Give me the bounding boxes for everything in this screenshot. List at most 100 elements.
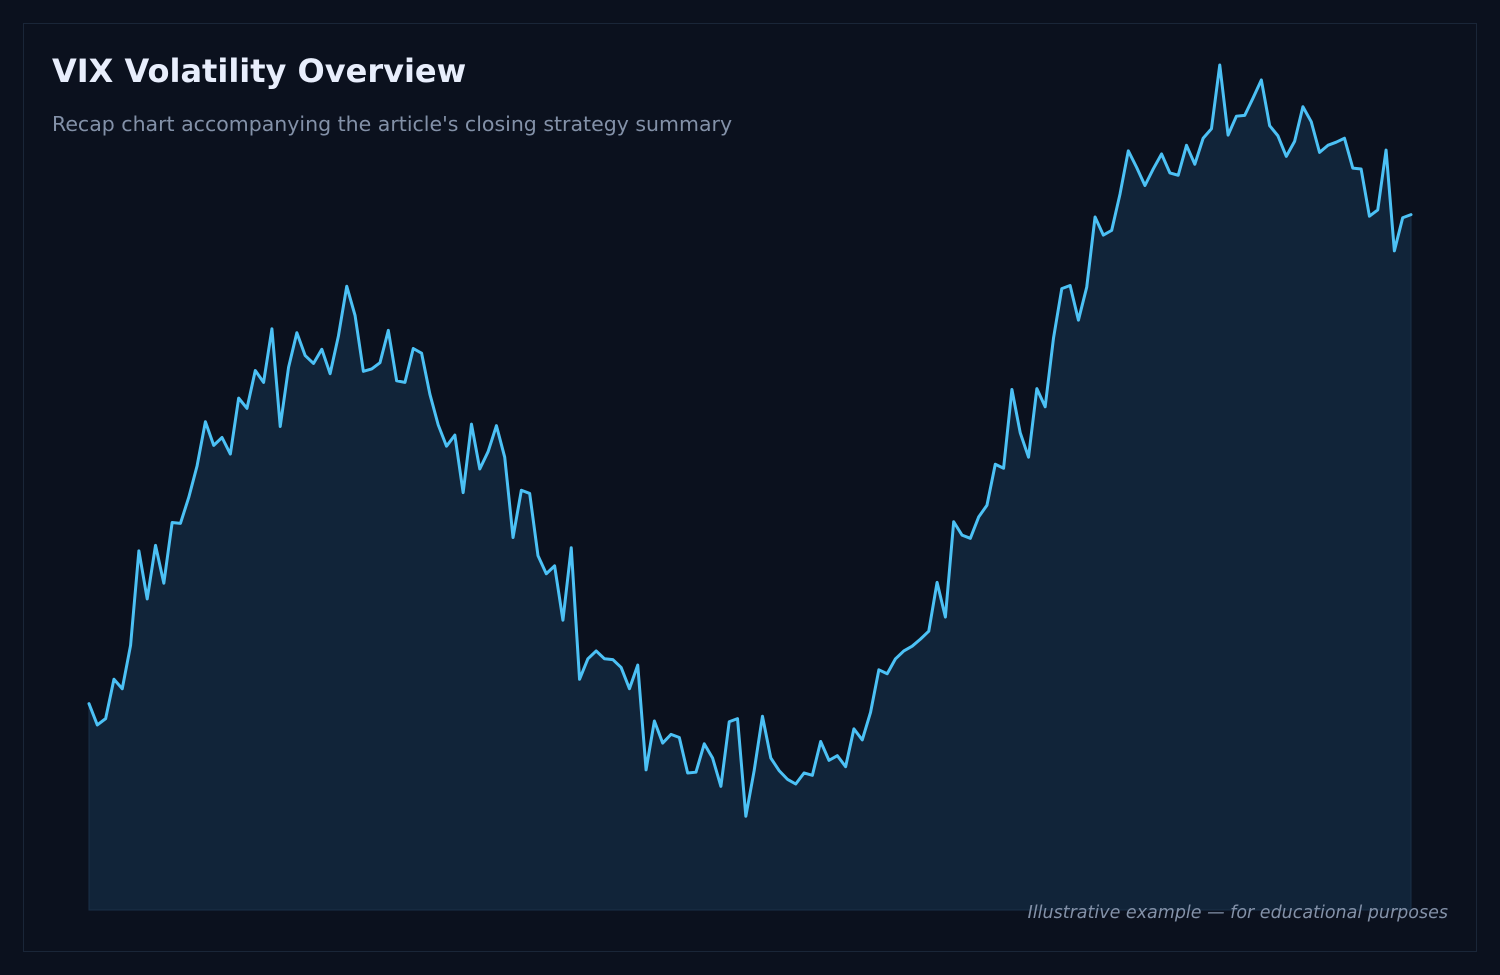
data-point: [1143, 184, 1147, 187]
data-point: [969, 537, 972, 540]
data-point: [736, 717, 739, 720]
data-point: [1068, 284, 1072, 287]
data-point: [935, 581, 939, 584]
data-point: [212, 444, 215, 447]
data-point: [827, 759, 831, 762]
data-point: [869, 711, 872, 714]
data-point: [378, 361, 382, 364]
data-point: [137, 549, 141, 553]
data-point: [794, 782, 797, 786]
data-point: [1152, 167, 1155, 171]
data-point: [295, 331, 299, 334]
data-point: [902, 649, 906, 653]
data-point: [154, 544, 157, 547]
data-point: [320, 348, 324, 351]
line-layer: [87, 63, 1413, 818]
data-point: [703, 742, 706, 746]
data-point: [1118, 192, 1122, 196]
data-point: [769, 756, 772, 760]
data-point: [470, 422, 473, 426]
data-point: [362, 370, 365, 373]
data-point: [395, 379, 398, 382]
data-point: [952, 520, 955, 523]
data-point: [345, 285, 348, 288]
data-point: [653, 719, 656, 723]
data-point: [586, 657, 590, 660]
data-point: [1293, 140, 1296, 143]
data-point: [146, 597, 149, 601]
data-point: [1010, 388, 1014, 391]
data-point: [1359, 167, 1363, 171]
data-point: [387, 329, 390, 332]
data-point: [1160, 152, 1163, 156]
data-point: [545, 572, 548, 575]
data-point: [1210, 127, 1213, 130]
data-point: [428, 392, 432, 396]
data-point: [1060, 287, 1063, 290]
data-point: [1260, 78, 1263, 82]
data-point: [1301, 105, 1305, 108]
data-point: [619, 666, 623, 669]
data-point: [287, 366, 290, 369]
data-point: [960, 533, 964, 537]
chart-title: VIX Volatility Overview: [52, 52, 467, 90]
data-point: [245, 407, 249, 410]
data-point: [420, 352, 423, 355]
data-point: [328, 372, 332, 375]
data-point: [1193, 163, 1197, 166]
data-point: [711, 756, 714, 760]
data-point: [1393, 249, 1396, 253]
data-point: [1110, 229, 1113, 232]
data-point: [1285, 155, 1288, 158]
data-point: [1201, 137, 1205, 140]
data-point: [445, 444, 448, 448]
data-point: [1093, 215, 1097, 219]
data-point: [561, 619, 565, 622]
data-point: [985, 504, 989, 507]
data-point: [1318, 151, 1321, 154]
data-point: [229, 452, 232, 456]
data-point: [686, 771, 689, 775]
data-point: [678, 736, 681, 739]
data-point: [852, 727, 856, 731]
data-point: [919, 637, 922, 641]
data-point: [1168, 171, 1172, 175]
data-point: [777, 769, 781, 772]
data-point: [1226, 133, 1230, 137]
data-point: [403, 381, 407, 384]
data-point: [1235, 114, 1238, 118]
data-point: [844, 765, 847, 768]
data-point: [87, 702, 91, 705]
data-point: [503, 455, 506, 459]
data-point: [1268, 124, 1271, 127]
data-point: [836, 754, 839, 757]
data-point: [744, 815, 748, 818]
data-point: [104, 717, 107, 720]
series-line: [87, 63, 1413, 818]
data-point: [1343, 137, 1346, 140]
data-point: [1276, 134, 1280, 138]
data-point: [611, 658, 615, 661]
data-point: [1251, 96, 1255, 100]
data-point: [1043, 405, 1047, 408]
data-point: [977, 515, 980, 519]
data-point: [1409, 213, 1413, 216]
data-point: [195, 464, 199, 468]
data-point: [220, 436, 224, 439]
data-point: [1401, 216, 1404, 219]
data-point: [1002, 467, 1005, 470]
data-point: [1102, 233, 1105, 237]
data-point: [1135, 166, 1138, 169]
data-point: [1077, 318, 1080, 322]
data-point: [761, 715, 764, 718]
data-point: [262, 381, 265, 384]
data-point: [944, 615, 947, 619]
data-point: [994, 463, 997, 466]
data-point: [570, 546, 573, 549]
data-point: [270, 327, 274, 331]
data-point: [511, 536, 515, 539]
data-point: [528, 492, 531, 495]
data-point: [254, 369, 257, 372]
data-point: [1085, 285, 1088, 289]
